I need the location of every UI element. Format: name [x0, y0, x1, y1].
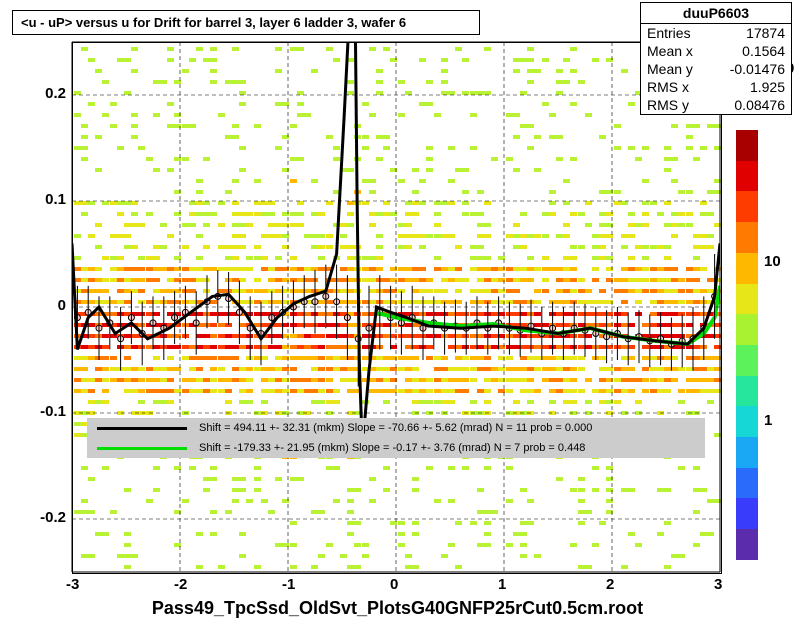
- plot-title: <u - uP> versus u for Drift for barrel 3…: [12, 10, 480, 35]
- legend-text-1: Shift = 494.11 +- 32.31 (mkm) Slope = -7…: [199, 422, 592, 434]
- legend-row-2: Shift = -179.33 +- 21.95 (mkm) Slope = -…: [87, 438, 705, 458]
- colorbar: [736, 130, 758, 560]
- legend-line-black: [97, 427, 187, 430]
- stats-entries: 17874: [746, 25, 785, 41]
- legend-line-green: [97, 447, 187, 450]
- legend-text-2: Shift = -179.33 +- 21.95 (mkm) Slope = -…: [199, 442, 585, 454]
- stats-meanx: 0.1564: [742, 43, 785, 59]
- stats-entries-lbl: Entries: [647, 25, 691, 41]
- plot-area: [72, 42, 722, 574]
- stats-box: duuP6603 Entries 17874 Mean x 0.1564 Mean …: [640, 2, 792, 115]
- stats-rmsy: 0.08476: [734, 97, 785, 113]
- title-text: <u - uP> versus u for Drift for barrel 3…: [21, 15, 406, 30]
- legend-row-1: Shift = 494.11 +- 32.31 (mkm) Slope = -7…: [87, 418, 705, 438]
- stats-rmsx: 1.925: [750, 79, 785, 95]
- stats-name: duuP6603: [641, 3, 791, 24]
- file-title: Pass49_TpcSsd_OldSvt_PlotsG40GNFP25rCut0…: [0, 598, 795, 619]
- fit-legend: Shift = 494.11 +- 32.31 (mkm) Slope = -7…: [87, 418, 705, 458]
- stats-rmsx-lbl: RMS x: [647, 79, 689, 95]
- stats-rmsy-lbl: RMS y: [647, 97, 689, 113]
- stats-meany: -0.01476: [730, 61, 785, 77]
- stats-meany-lbl: Mean y: [647, 61, 693, 77]
- stats-meanx-lbl: Mean x: [647, 43, 693, 59]
